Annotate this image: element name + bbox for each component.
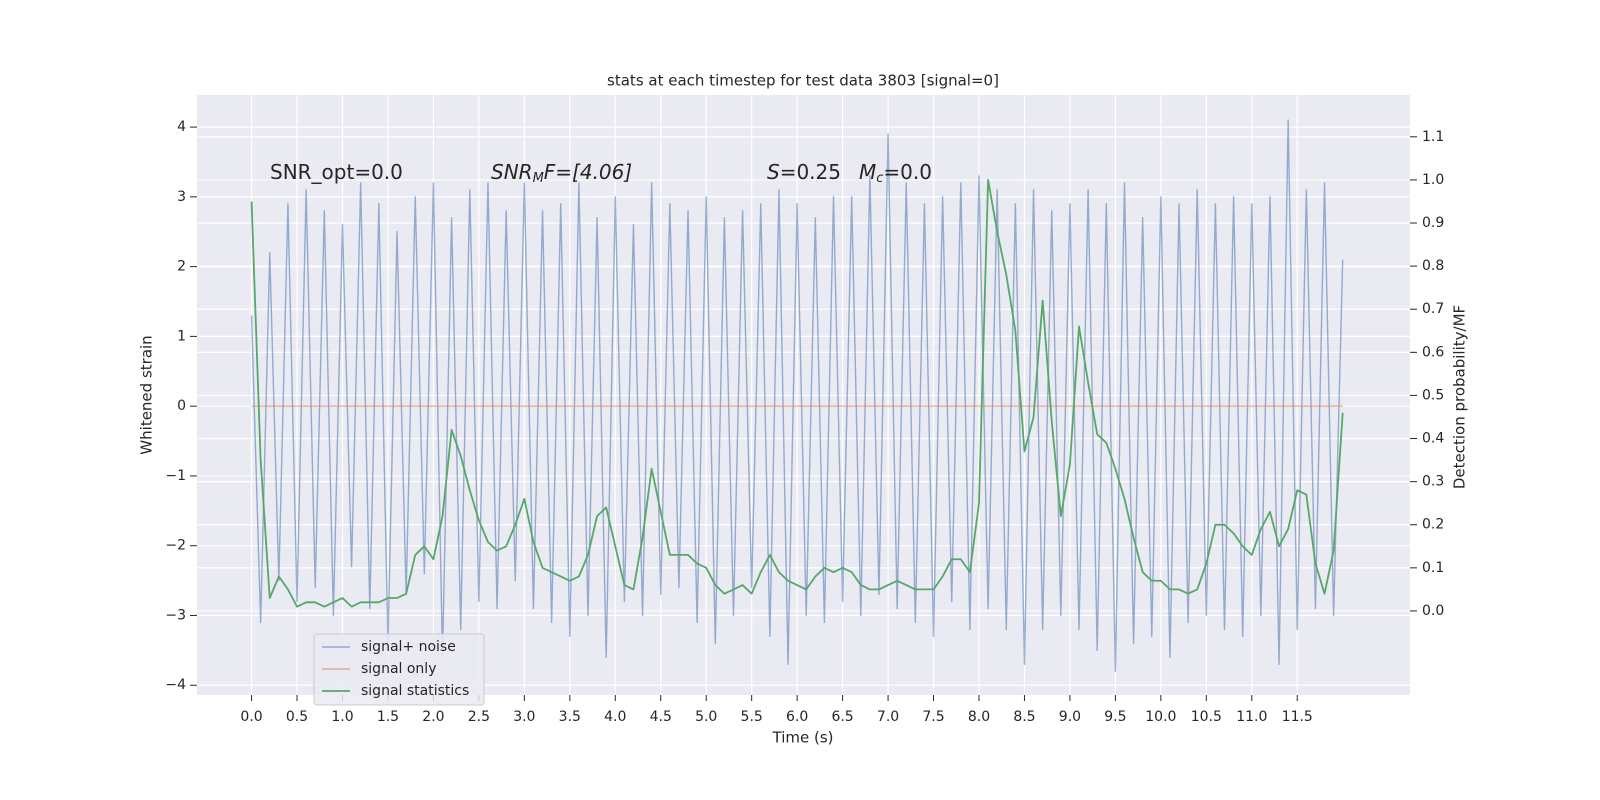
annotation-part: S bbox=[767, 160, 780, 184]
x-tick-label: 1.0 bbox=[331, 709, 353, 725]
legend-label: signal statistics bbox=[361, 683, 469, 699]
x-tick-label: 5.5 bbox=[741, 709, 763, 725]
y2-tick-label: 1.1 bbox=[1422, 129, 1444, 145]
legend: signal+ noise signal only signal statistic… bbox=[313, 633, 485, 706]
annotation: Mc=0.0 bbox=[859, 160, 932, 186]
x-tick-label: 0.5 bbox=[286, 709, 308, 725]
x-tick-label: 11.5 bbox=[1282, 709, 1313, 725]
annotation-part: SNR bbox=[491, 160, 533, 184]
x-tick-label: 8.5 bbox=[1013, 709, 1035, 725]
y2-tick-label: 0.0 bbox=[1422, 603, 1444, 619]
x-tick-label: 7.5 bbox=[922, 709, 944, 725]
annotation-part: =0.25 bbox=[780, 160, 841, 184]
ticks: 0.0 0.5 1.0 1.5 2.0 2.5 3.0 3.5 4.0 4.5 5.0 5.5 6.0 6… bbox=[165, 119, 1444, 725]
y-tick-label: −2 bbox=[165, 538, 186, 554]
y2-tick-label: 0.5 bbox=[1422, 387, 1444, 403]
x-tick-label: 11.0 bbox=[1236, 709, 1267, 725]
y2-tick-label: 0.6 bbox=[1422, 344, 1444, 360]
annotation: S=0.25 bbox=[767, 160, 841, 184]
annotation-part: =0.0 bbox=[883, 160, 932, 184]
y-tick-label: −3 bbox=[165, 607, 186, 623]
chart-title: stats at each timestep for test data 380… bbox=[607, 72, 999, 90]
x-tick-label: 4.5 bbox=[650, 709, 672, 725]
series-line bbox=[250, 179, 1344, 608]
x-tick-label: 4.0 bbox=[604, 709, 626, 725]
x-tick-label: 3.0 bbox=[513, 709, 535, 725]
y2-tick-label: 0.7 bbox=[1422, 301, 1444, 317]
x-tick-label: 2.0 bbox=[422, 709, 444, 725]
y2-tick-label: 1.0 bbox=[1422, 172, 1444, 188]
x-axis-label: Time (s) bbox=[772, 729, 834, 747]
annotation-part: M bbox=[533, 171, 544, 186]
y2-tick-label: 0.3 bbox=[1422, 474, 1444, 490]
x-tick-label: 5.0 bbox=[695, 709, 717, 725]
series-line bbox=[250, 119, 1344, 672]
annotation: SNRMF=[4.06] bbox=[491, 160, 632, 186]
y-axis-label: Whitened strain bbox=[138, 335, 156, 454]
x-tick-label: 0.0 bbox=[240, 709, 262, 725]
annotation-part: SNR_opt=0.0 bbox=[270, 160, 403, 184]
annotations: SNR_opt=0.0 SNRMF=[4.06] S=0.25 Mc=0.0 bbox=[270, 160, 932, 186]
x-tick-label: 7.0 bbox=[877, 709, 899, 725]
y-tick-label: 3 bbox=[177, 189, 186, 205]
x-tick-label: 2.5 bbox=[468, 709, 490, 725]
y-tick-label: 2 bbox=[177, 259, 186, 275]
x-tick-label: 10.0 bbox=[1145, 709, 1176, 725]
x-tick-label: 6.0 bbox=[786, 709, 808, 725]
annotation: SNR_opt=0.0 bbox=[270, 160, 403, 184]
annotation-part: M bbox=[859, 160, 876, 184]
y2-tick-label: 0.8 bbox=[1422, 258, 1444, 274]
y-tick-label: −1 bbox=[165, 468, 186, 484]
y2-tick-label: 0.1 bbox=[1422, 560, 1444, 576]
annotation-part: c bbox=[876, 171, 883, 186]
x-tick-label: 8.0 bbox=[968, 709, 990, 725]
legend-box bbox=[313, 633, 485, 706]
y2-tick-label: 0.2 bbox=[1422, 517, 1444, 533]
y2-tick-label: 0.9 bbox=[1422, 215, 1444, 231]
x-tick-label: 10.5 bbox=[1191, 709, 1222, 725]
x-tick-label: 3.5 bbox=[559, 709, 581, 725]
y-tick-label: 4 bbox=[177, 119, 186, 135]
y-tick-label: −4 bbox=[165, 677, 186, 693]
y2-axis-label: Detection probability/MF bbox=[1451, 305, 1469, 489]
y-tick-label: 1 bbox=[177, 328, 186, 344]
y-tick-label: 0 bbox=[177, 398, 186, 414]
annotation-part: F=[4.06] bbox=[544, 160, 632, 184]
legend-label: signal only bbox=[361, 661, 436, 677]
x-tick-label: 6.5 bbox=[831, 709, 853, 725]
legend-label: signal+ noise bbox=[361, 639, 456, 655]
x-tick-label: 1.5 bbox=[377, 709, 399, 725]
x-tick-label: 9.5 bbox=[1104, 709, 1126, 725]
y2-tick-label: 0.4 bbox=[1422, 431, 1444, 447]
x-tick-label: 9.0 bbox=[1059, 709, 1081, 725]
series-lines bbox=[250, 119, 1344, 672]
